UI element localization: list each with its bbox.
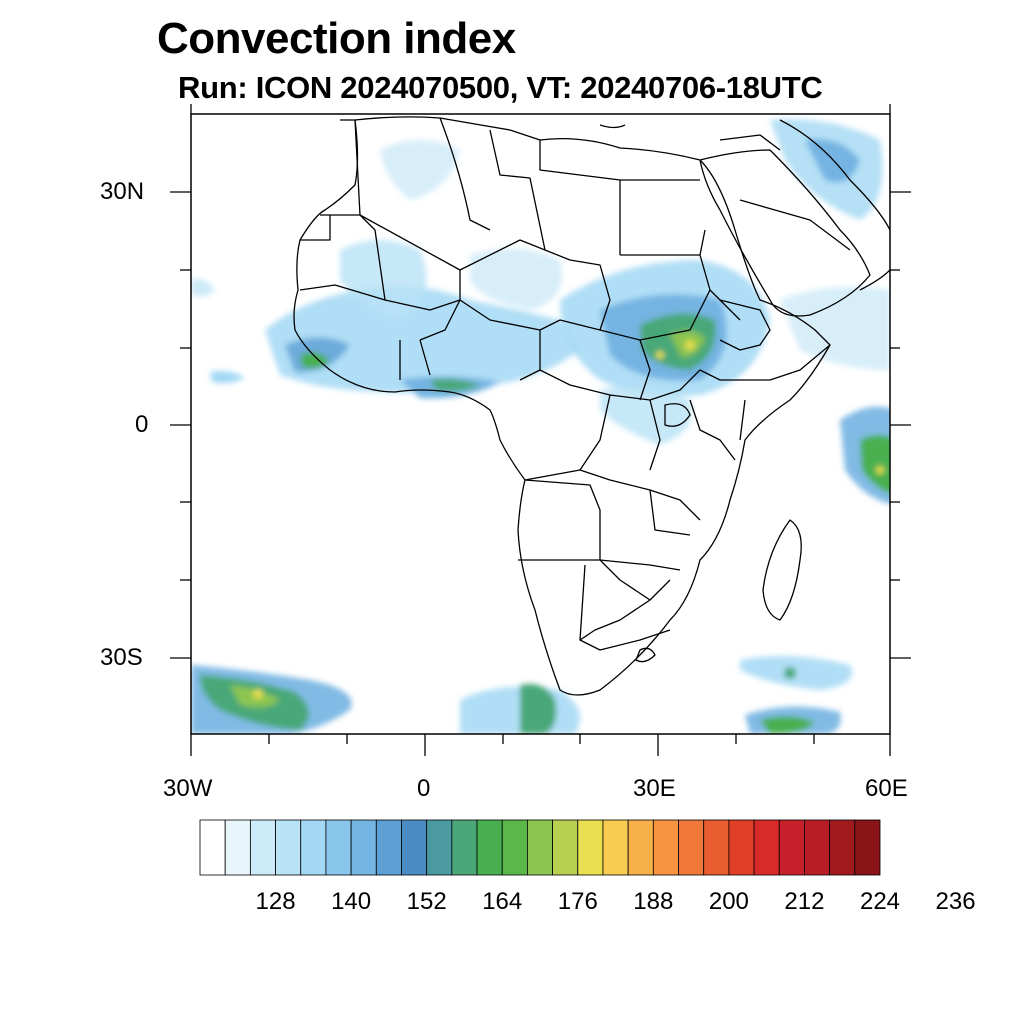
colorbar-tick-label: 188 [633,888,674,915]
colorbar-tick-label: 200 [708,888,749,915]
lat-label-0: 0 [135,411,149,438]
colorbar-tick-label: 128 [255,888,296,915]
colorbar-tick-label: 212 [784,888,825,915]
lon-label-30e: 30E [633,775,676,802]
lat-label-30n: 30N [100,178,145,205]
lat-label-30s: 30S [100,644,143,671]
axis-ticks [170,104,911,756]
plot-frame [190,113,891,735]
colorbar-tick-label: 152 [406,888,447,915]
colorbar-tick-label: 236 [935,888,976,915]
country-borders [293,116,890,696]
lon-label-30w: 30W [163,775,213,802]
colorbar-tick-label: 164 [482,888,523,915]
map-subtitle: Run: ICON 2024070500, VT: 20240706-18UTC [178,70,823,105]
colorbar-tick-label: 140 [331,888,372,915]
convection-field [191,116,890,734]
map-title: Convection index [157,14,516,63]
colorbar-tick-label: 176 [557,888,598,915]
lon-label-60e: 60E [865,775,908,802]
lon-label-0: 0 [417,775,431,802]
colorbar-tick-label: 224 [859,888,901,915]
